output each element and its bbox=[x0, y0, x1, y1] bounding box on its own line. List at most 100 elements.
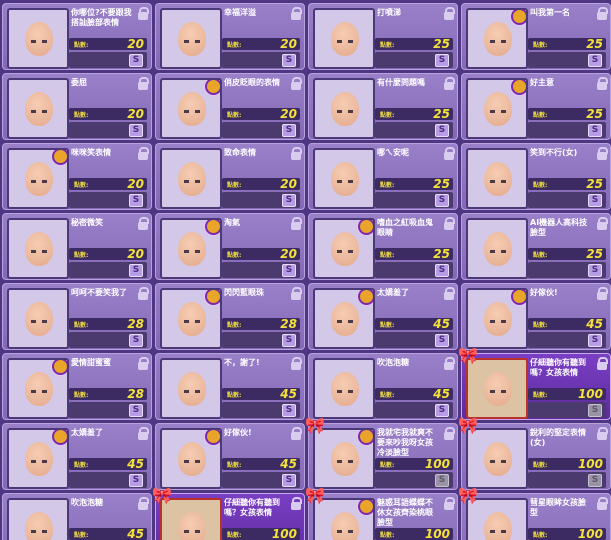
item-preview[interactable] bbox=[7, 358, 69, 419]
s-purchase-button[interactable]: S bbox=[282, 474, 296, 487]
item-card[interactable]: 委屈 點數: 20 S bbox=[2, 73, 152, 140]
item-name: 魅惑耳語蝶蝶不休女孩齊染桃眼臉型 bbox=[377, 498, 433, 527]
s-purchase-button[interactable]: S bbox=[435, 334, 449, 347]
item-card[interactable]: 愛情甜蜜蜜 點數: 28 S bbox=[2, 353, 152, 420]
item-preview[interactable] bbox=[313, 358, 375, 419]
item-preview[interactable] bbox=[313, 218, 375, 279]
s-purchase-button[interactable]: S bbox=[129, 54, 143, 67]
item-card[interactable]: 好傢伙! 點數: 45 S bbox=[461, 283, 611, 350]
item-card[interactable]: 幸福洋溢 點數: 20 S bbox=[155, 3, 305, 70]
item-preview[interactable] bbox=[466, 358, 528, 419]
item-preview[interactable] bbox=[7, 288, 69, 349]
s-purchase-button[interactable]: S bbox=[282, 194, 296, 207]
s-purchase-button[interactable]: S bbox=[588, 474, 602, 487]
item-card[interactable]: 🎀 我就宅我就爽不要來吵我呀女孩冷淡臉型 點數: 100 S bbox=[305, 418, 458, 490]
item-preview[interactable] bbox=[466, 428, 528, 489]
s-purchase-button[interactable]: S bbox=[282, 54, 296, 67]
item-preview[interactable] bbox=[7, 218, 69, 279]
s-purchase-button[interactable]: S bbox=[588, 334, 602, 347]
s-purchase-button[interactable]: S bbox=[129, 474, 143, 487]
item-preview[interactable] bbox=[466, 288, 528, 349]
s-purchase-button[interactable]: S bbox=[588, 404, 602, 417]
item-preview[interactable] bbox=[313, 148, 375, 209]
item-preview[interactable] bbox=[466, 8, 528, 69]
item-preview[interactable] bbox=[160, 78, 222, 139]
item-preview[interactable] bbox=[7, 428, 69, 489]
s-purchase-button[interactable]: S bbox=[435, 404, 449, 417]
s-purchase-button[interactable]: S bbox=[129, 404, 143, 417]
item-preview[interactable] bbox=[7, 498, 69, 540]
item-name: 致命表情 bbox=[224, 148, 256, 157]
s-purchase-button[interactable]: S bbox=[282, 124, 296, 137]
item-preview[interactable] bbox=[466, 148, 528, 209]
s-purchase-button[interactable]: S bbox=[435, 54, 449, 67]
item-card[interactable]: 咪咪笑表情 點數: 20 S bbox=[2, 143, 152, 210]
item-card[interactable]: 打噴涕 點數: 25 S bbox=[308, 3, 458, 70]
item-card[interactable]: 致命表情 點數: 20 S bbox=[155, 143, 305, 210]
item-preview[interactable] bbox=[7, 8, 69, 69]
lock-body bbox=[444, 222, 454, 230]
item-preview[interactable] bbox=[160, 148, 222, 209]
face-eyes bbox=[184, 180, 200, 183]
item-card[interactable]: 呵呵不要笑我了 點數: 28 S bbox=[2, 283, 152, 350]
s-purchase-button[interactable]: S bbox=[435, 124, 449, 137]
item-card[interactable]: 不，謝了! 點數: 45 S bbox=[155, 353, 305, 420]
s-purchase-button[interactable]: S bbox=[588, 54, 602, 67]
s-purchase-button[interactable]: S bbox=[282, 404, 296, 417]
s-purchase-button[interactable]: S bbox=[129, 334, 143, 347]
item-preview[interactable] bbox=[7, 148, 69, 209]
item-card[interactable]: 🎀 銳利的堅定表情(女) 點數: 100 S bbox=[458, 418, 611, 490]
item-card[interactable]: 太嬌羞了 點數: 45 S bbox=[308, 283, 458, 350]
item-preview[interactable] bbox=[466, 78, 528, 139]
item-card[interactable]: 嗜血之紅吸血鬼眼睛 點數: 25 S bbox=[308, 213, 458, 280]
s-purchase-button[interactable]: S bbox=[588, 194, 602, 207]
item-preview[interactable] bbox=[313, 498, 375, 540]
item-preview[interactable] bbox=[313, 8, 375, 69]
item-preview[interactable] bbox=[466, 218, 528, 279]
item-card[interactable]: 閃閃藍眼珠 點數: 28 S bbox=[155, 283, 305, 350]
item-preview[interactable] bbox=[7, 78, 69, 139]
item-card[interactable]: 好傢伙! 點數: 45 S bbox=[155, 423, 305, 490]
item-preview[interactable] bbox=[160, 288, 222, 349]
s-purchase-button[interactable]: S bbox=[588, 264, 602, 277]
s-purchase-button[interactable]: S bbox=[588, 124, 602, 137]
s-purchase-button[interactable]: S bbox=[435, 474, 449, 487]
s-purchase-button[interactable]: S bbox=[129, 264, 143, 277]
item-preview[interactable] bbox=[160, 428, 222, 489]
item-card[interactable]: 好主意 點數: 25 S bbox=[461, 73, 611, 140]
item-preview[interactable] bbox=[313, 428, 375, 489]
item-card[interactable]: 笑到不行(女) 點數: 25 S bbox=[461, 143, 611, 210]
item-preview[interactable] bbox=[160, 498, 222, 540]
price-label: 點數: bbox=[533, 42, 548, 49]
s-purchase-button[interactable]: S bbox=[129, 194, 143, 207]
item-preview[interactable] bbox=[313, 288, 375, 349]
s-purchase-button[interactable]: S bbox=[435, 264, 449, 277]
item-card[interactable]: 叫我第一名 點數: 25 S bbox=[461, 3, 611, 70]
s-purchase-button[interactable]: S bbox=[282, 334, 296, 347]
item-card[interactable]: 俏皮眨眼的表情 點數: 20 S bbox=[155, 73, 305, 140]
item-card[interactable]: AI機器人高科技臉型 點數: 25 S bbox=[461, 213, 611, 280]
face-head-image bbox=[178, 372, 206, 406]
item-card[interactable]: 哪ㄟ安呢 點數: 25 S bbox=[308, 143, 458, 210]
item-preview[interactable] bbox=[160, 218, 222, 279]
s-purchase-button[interactable]: S bbox=[129, 124, 143, 137]
item-card[interactable]: 你哪位?不要跟我搭訕臉部表情 點數: 20 S bbox=[2, 3, 152, 70]
s-purchase-button[interactable]: S bbox=[282, 264, 296, 277]
s-purchase-button[interactable]: S bbox=[435, 194, 449, 207]
item-card[interactable]: 有什麼問題嗎 點數: 25 S bbox=[308, 73, 458, 140]
price-bar: 點數: 25 bbox=[528, 37, 606, 51]
item-preview[interactable] bbox=[313, 78, 375, 139]
item-preview[interactable] bbox=[160, 8, 222, 69]
item-preview[interactable] bbox=[466, 498, 528, 540]
item-card[interactable]: 淘氣 點數: 20 S bbox=[155, 213, 305, 280]
price-label: 點數: bbox=[380, 112, 395, 119]
item-card[interactable]: 太嬌羞了 點數: 45 S bbox=[2, 423, 152, 490]
item-preview[interactable] bbox=[160, 358, 222, 419]
item-card[interactable]: 秘密微笑 點數: 20 S bbox=[2, 213, 152, 280]
